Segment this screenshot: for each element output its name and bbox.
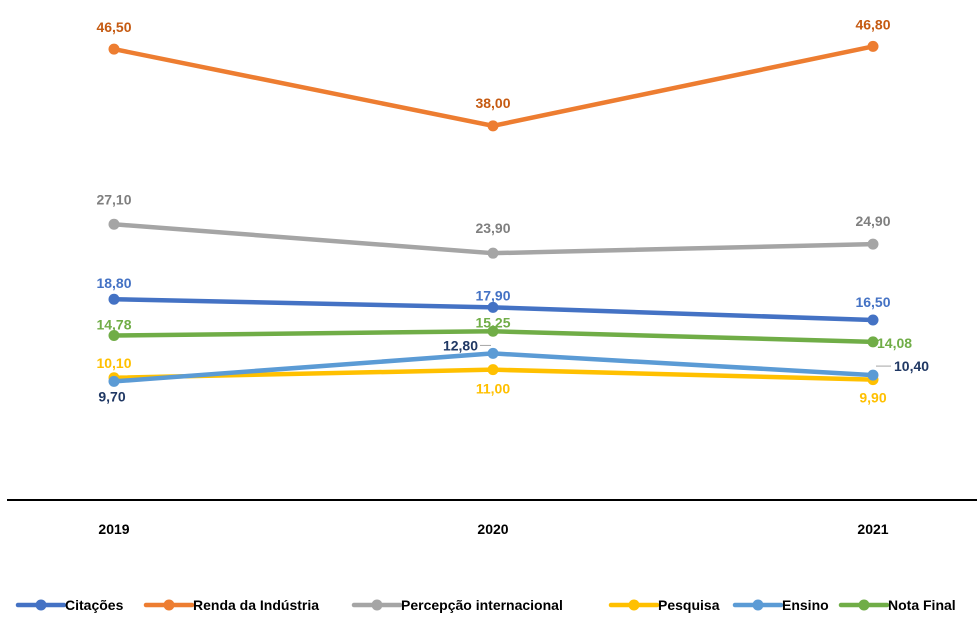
data-label-pesquisa-2019: 10,10: [96, 355, 131, 371]
data-label-renda-da-industria-2021: 46,80: [855, 16, 890, 32]
x-tick-label-2021: 2021: [857, 521, 888, 537]
data-label-percepcao-internacional-2020: 23,90: [475, 220, 510, 236]
data-label-pesquisa-2021: 9,90: [859, 390, 886, 406]
legend-swatch-marker-nota-final: [859, 600, 870, 611]
data-label-citacoes-2021: 16,50: [855, 294, 890, 310]
legend-item-pesquisa: Pesquisa: [611, 597, 720, 613]
data-label-percepcao-internacional-2019: 27,10: [96, 191, 131, 207]
legend-label-ensino: Ensino: [782, 597, 829, 613]
data-point-renda-da-industria-2021: [868, 41, 879, 52]
data-point-ensino-2019: [109, 376, 120, 387]
series-layer: [109, 41, 879, 387]
data-label-ensino-2021: 10,40: [894, 358, 929, 374]
x-tick-label-2020: 2020: [477, 521, 508, 537]
data-label-renda-da-industria-2019: 46,50: [96, 19, 131, 35]
data-point-citacoes-2021: [868, 315, 879, 326]
data-label-citacoes-2020: 17,90: [475, 287, 510, 303]
legend-item-ensino: Ensino: [735, 597, 829, 613]
legend-item-citacoes: Citações: [18, 597, 124, 613]
legend-item-percepcao-internacional: Percepção internacional: [354, 597, 563, 613]
series-renda-da-industria: [109, 41, 879, 131]
data-point-renda-da-industria-2019: [109, 44, 120, 55]
legend-label-pesquisa: Pesquisa: [658, 597, 720, 613]
legend-swatch-marker-ensino: [753, 600, 764, 611]
data-point-ensino-2021: [868, 370, 879, 381]
legend-swatch-marker-renda-da-industria: [164, 600, 175, 611]
data-label-nota-final-2021: 14,08: [877, 335, 912, 351]
data-point-citacoes-2019: [109, 294, 120, 305]
data-label-nota-final-2020: 15,25: [475, 314, 510, 330]
data-label-ensino-2019: 9,70: [98, 388, 125, 404]
data-label-citacoes-2019: 18,80: [96, 275, 131, 291]
data-point-percepcao-internacional-2021: [868, 239, 879, 250]
x-tick-label-2019: 2019: [98, 521, 129, 537]
legend-label-renda-da-industria: Renda da Indústria: [193, 597, 319, 613]
data-point-percepcao-internacional-2020: [488, 248, 499, 259]
legend-label-citacoes: Citações: [65, 597, 124, 613]
legend-item-renda-da-industria: Renda da Indústria: [146, 597, 319, 613]
legend-item-nota-final: Nota Final: [841, 597, 956, 613]
data-label-renda-da-industria-2020: 38,00: [475, 95, 510, 111]
x-tick-labels: 2019 2020 2021: [98, 521, 888, 537]
legend-label-nota-final: Nota Final: [888, 597, 956, 613]
legend-swatch-marker-pesquisa: [629, 600, 640, 611]
data-label-pesquisa-2020: 11,00: [476, 381, 510, 397]
data-label-layer: 18,80 17,90 16,50 46,50 38,00 46,80 27,10 23,90…: [96, 16, 929, 405]
data-point-pesquisa-2020: [488, 364, 499, 375]
data-label-ensino-2020: 12,80: [443, 337, 478, 353]
legend: Citações Renda da Indústria Percepção inte…: [18, 597, 956, 613]
data-point-citacoes-2020: [488, 302, 499, 313]
data-label-nota-final-2019: 14,78: [96, 317, 131, 333]
data-point-ensino-2020: [488, 348, 499, 359]
legend-swatch-marker-percepcao-internacional: [372, 600, 383, 611]
data-point-percepcao-internacional-2019: [109, 219, 120, 230]
legend-swatch-marker-citacoes: [36, 600, 47, 611]
legend-label-percepcao-internacional: Percepção internacional: [401, 597, 563, 613]
data-label-percepcao-internacional-2021: 24,90: [855, 213, 890, 229]
data-point-renda-da-industria-2020: [488, 120, 499, 131]
series-line-renda-da-industria: [114, 46, 873, 125]
